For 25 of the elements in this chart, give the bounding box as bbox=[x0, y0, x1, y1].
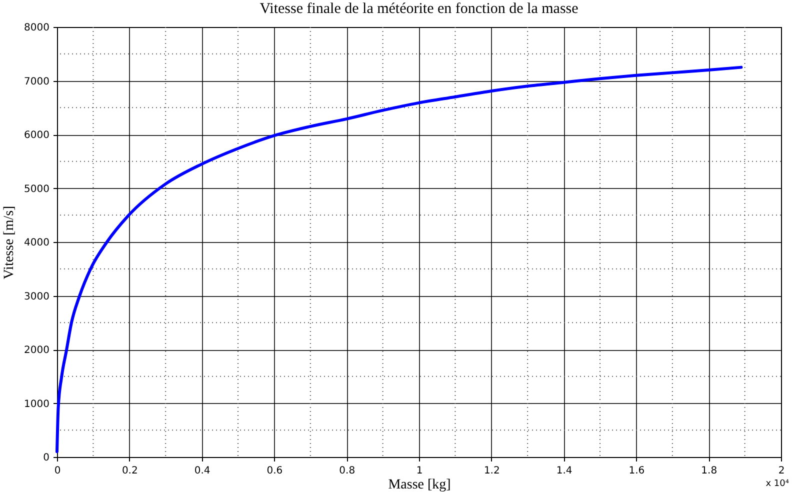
x-axis-title: Masse [kg] bbox=[388, 478, 451, 492]
x-tick-label: 1.6 bbox=[628, 466, 645, 476]
x-tick-label: 0.6 bbox=[266, 466, 283, 476]
y-tick-label: 1000 bbox=[24, 398, 50, 410]
text: x 10⁴ bbox=[766, 479, 790, 489]
y-tick-label: 3000 bbox=[24, 291, 50, 302]
x-tick-label: 0 bbox=[54, 466, 61, 476]
x-tick-label: 1 bbox=[416, 466, 423, 476]
x-tick-label: 1.8 bbox=[701, 466, 718, 476]
y-tick-label: 4000 bbox=[24, 238, 50, 248]
x-tick-label: 0.4 bbox=[194, 466, 210, 476]
y-tick-label: 7000 bbox=[24, 76, 50, 88]
x-tick-label: 0.8 bbox=[339, 466, 356, 476]
y-tick-label: 6000 bbox=[24, 130, 50, 141]
y-axis-title: Vitesse [m/s] bbox=[2, 206, 18, 280]
x-tick-label: 1.4 bbox=[556, 466, 572, 476]
line-series bbox=[56, 66, 743, 454]
y-tick-label: 2000 bbox=[24, 345, 50, 356]
x-tick-label: 2 bbox=[778, 466, 785, 476]
x-tick-label: 1.2 bbox=[484, 466, 500, 476]
y-tick-label: 5000 bbox=[24, 184, 50, 195]
chart-title: Vitesse finale de la météorite en fonction de la masse bbox=[260, 1, 579, 17]
x-tick-label: 0.2 bbox=[122, 466, 138, 476]
y-tick-label: 8000 bbox=[24, 22, 50, 34]
y-tick-label: 0 bbox=[43, 452, 50, 464]
